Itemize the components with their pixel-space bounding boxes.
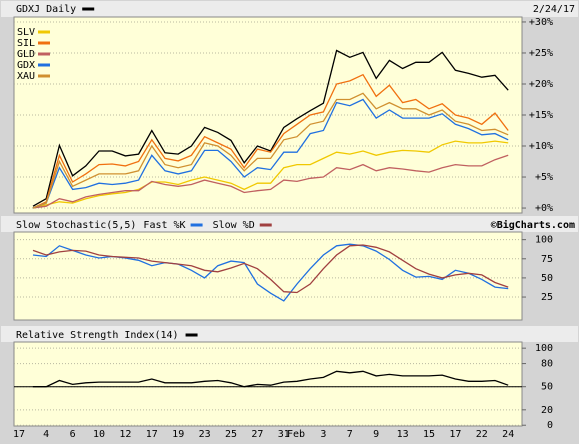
x-tick-label: 22 bbox=[476, 429, 488, 440]
x-tick-label: 12 bbox=[119, 429, 131, 440]
y-tick-label: +10% bbox=[529, 141, 553, 152]
y-tick-label: 50 bbox=[541, 382, 553, 393]
plot-area bbox=[13, 341, 523, 427]
y-tick-label: +30% bbox=[529, 17, 553, 28]
legend-label: SLV bbox=[17, 27, 35, 38]
series-line bbox=[32, 98, 509, 209]
series-line bbox=[32, 140, 509, 209]
x-tick-label: 24 bbox=[502, 429, 514, 440]
y-tick-label: 20 bbox=[541, 405, 553, 416]
month-label: Feb bbox=[287, 429, 305, 440]
series-line bbox=[33, 370, 509, 388]
panel-title: Slow Stochastic(5,5) bbox=[16, 220, 136, 231]
series-line bbox=[32, 49, 509, 207]
panel-title: Relative Strength Index(14) bbox=[16, 330, 179, 341]
x-tick-label: 3 bbox=[320, 429, 326, 440]
x-tick-label: 6 bbox=[70, 429, 76, 440]
y-tick-label: 0 bbox=[547, 420, 553, 431]
y-tick-label: +0% bbox=[535, 203, 553, 214]
x-tick-label: 10 bbox=[93, 429, 105, 440]
y-tick-label: +5% bbox=[535, 172, 553, 183]
x-tick-label: 15 bbox=[423, 429, 435, 440]
y-tick-label: 80 bbox=[541, 359, 553, 370]
legend-label: SIL bbox=[17, 38, 35, 49]
header-bar bbox=[1, 326, 578, 342]
y-tick-label: +25% bbox=[529, 48, 553, 59]
x-tick-label: 25 bbox=[225, 429, 237, 440]
x-tick-label: 9 bbox=[373, 429, 379, 440]
x-tick-label: 13 bbox=[397, 429, 409, 440]
y-tick-label: 100 bbox=[535, 343, 553, 354]
x-tick-label: 23 bbox=[199, 429, 211, 440]
header-bar bbox=[1, 1, 578, 17]
series-line bbox=[32, 154, 509, 209]
legend-label: GLD bbox=[17, 49, 35, 60]
x-tick-label: 4 bbox=[43, 429, 49, 440]
series-line bbox=[32, 244, 509, 294]
y-tick-label: 100 bbox=[535, 235, 553, 246]
plot-area bbox=[13, 231, 523, 321]
legend-label: GDXJ Daily bbox=[16, 4, 76, 15]
legend-label: Fast %K bbox=[143, 220, 185, 231]
y-tick-label: 25 bbox=[541, 292, 553, 303]
legend-label: XAU bbox=[17, 71, 35, 82]
x-tick-label: 31 bbox=[278, 429, 290, 440]
date: 2/24/17 bbox=[533, 4, 575, 15]
y-tick-label: 50 bbox=[541, 273, 553, 284]
y-tick-label: 75 bbox=[541, 254, 553, 265]
header-bar bbox=[1, 216, 578, 232]
x-tick-label: 17 bbox=[449, 429, 461, 440]
x-tick-label: 7 bbox=[347, 429, 353, 440]
series-line bbox=[32, 73, 509, 209]
year-label: 17 bbox=[13, 429, 25, 440]
y-tick-label: +15% bbox=[529, 110, 553, 121]
series-line bbox=[32, 92, 509, 209]
x-tick-label: 27 bbox=[251, 429, 263, 440]
legend-label: Slow %D bbox=[213, 220, 255, 231]
x-tick-label: 17 bbox=[146, 429, 158, 440]
credit: ©BigCharts.com bbox=[491, 219, 575, 231]
x-tick-label: 19 bbox=[172, 429, 184, 440]
y-tick-label: +20% bbox=[529, 79, 553, 90]
legend-label: GDX bbox=[17, 60, 35, 71]
